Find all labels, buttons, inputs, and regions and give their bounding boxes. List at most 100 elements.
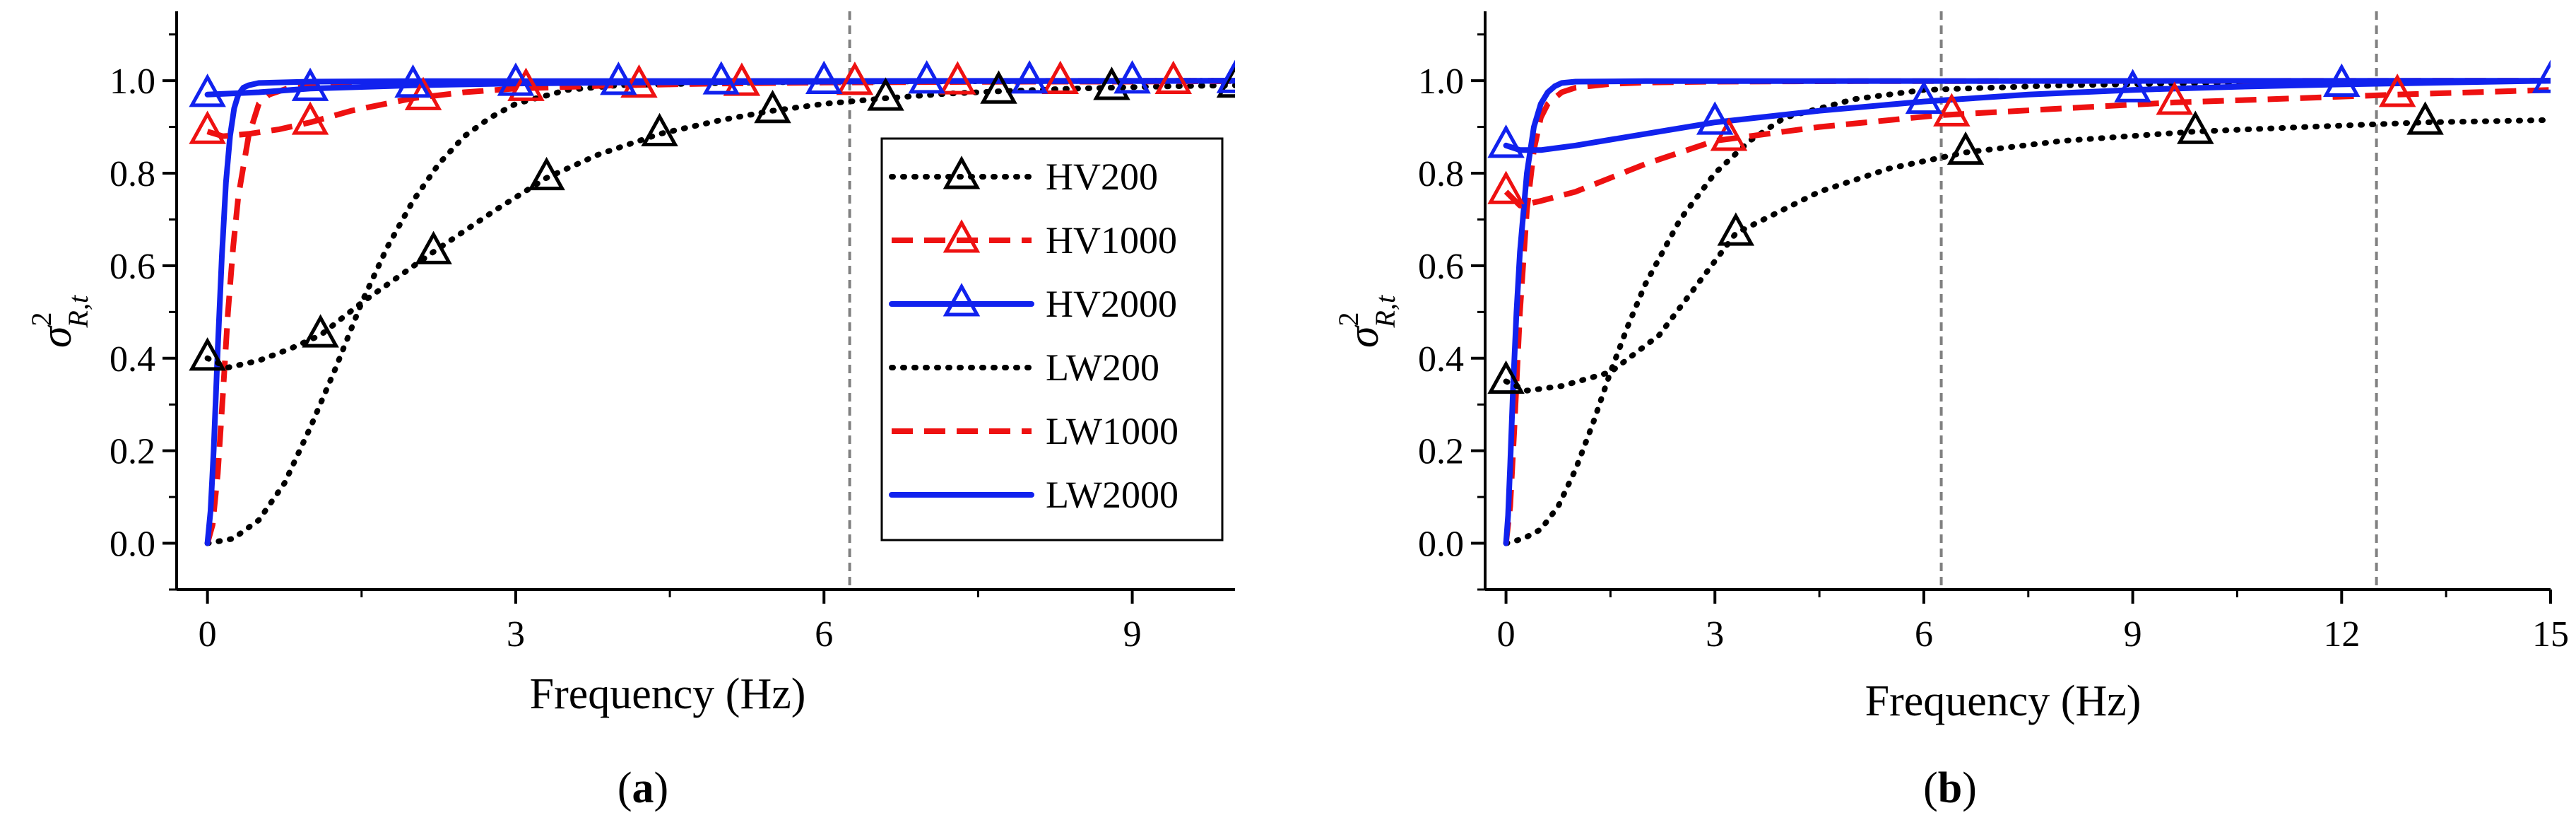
x-tick-label-b-0: 0 (1497, 614, 1516, 655)
y-tick-label-b-4: 0.8 (1418, 154, 1464, 194)
series-line-a-lw200 (204, 78, 1235, 546)
series-line-a-lw2000 (204, 78, 1235, 546)
axes-a: 0 3 6 9 0.0 0.2 0.4 0.6 0.8 1.0 (110, 11, 1235, 655)
y-tick-label-b-0: 0.0 (1418, 525, 1464, 565)
marker-a-hv2000-8 (908, 60, 945, 94)
series-line-b-lw200 (1503, 78, 2551, 546)
plot-area-b (1487, 11, 2551, 590)
panel-a: 0 3 6 9 0.0 0.2 0.4 0.6 0.8 1.0 Frequency (Hz) σ2… (25, 11, 1235, 812)
marker-a-hv200-5 (641, 112, 678, 146)
series-line-b-hv2000 (1503, 78, 2551, 153)
marker-a-hv1000-10 (1154, 60, 1192, 95)
panel-label-b: (b) (1923, 764, 1977, 812)
y-tick-label-b-3: 0.6 (1418, 247, 1464, 287)
y-tick-label-a-0: 0.0 (110, 525, 155, 565)
x-tick-label-b-2: 6 (1915, 614, 1933, 655)
marker-a-hv200-7 (867, 77, 904, 111)
x-tick-label-b-5: 15 (2532, 614, 2569, 655)
marker-b-hv1000-2 (1710, 117, 1748, 151)
marker-b-hv2000-2 (1696, 101, 1734, 135)
x-tick-label-a-1: 3 (507, 614, 525, 655)
marker-a-hv200-4 (528, 156, 565, 191)
marker-a-hv2000-9 (1010, 60, 1048, 94)
legend-label-hv200: HV200 (1046, 156, 1158, 198)
marker-a-hv2000-5 (600, 61, 637, 95)
marker-b-hv2000-5 (2323, 63, 2361, 97)
plot-area-a (189, 11, 1235, 590)
panel-label-a: (a) (618, 764, 668, 812)
legend-label-hv2000: HV2000 (1046, 283, 1177, 325)
marker-b-hv200-1 (1487, 360, 1525, 394)
marker-a-hv1000-8 (939, 61, 976, 95)
y-axis-title-b: σ2 R,t (1333, 295, 1401, 348)
marker-a-hv2000-1 (189, 74, 226, 107)
marker-a-hv1000-5 (620, 64, 658, 98)
marker-a-hv2000-2 (291, 67, 329, 101)
marker-b-hv2000-3 (1905, 80, 1943, 115)
marker-b-hv1000-4 (2156, 81, 2194, 115)
marker-a-hv200-3 (415, 230, 452, 264)
legend-label-hv1000: HV1000 (1046, 219, 1177, 262)
marker-a-hv2000-4 (497, 62, 535, 96)
legend-label-lw1000: LW1000 (1046, 410, 1178, 452)
marker-a-hv1000-1 (189, 110, 226, 144)
series-line-b-lw1000 (1503, 78, 2551, 544)
legend-marker-hv2000 (943, 283, 981, 317)
legend-marker-hv200 (943, 156, 981, 189)
marker-a-hv200-8 (980, 70, 1017, 104)
marker-b-hv1000-3 (1933, 93, 1971, 127)
marker-a-hv200-6 (754, 89, 791, 124)
x-tick-label-b-1: 3 (1706, 614, 1724, 655)
marker-b-hv2000-1 (1487, 124, 1525, 158)
x-tick-label-a-3: 9 (1123, 614, 1142, 655)
marker-b-hv200-2 (1717, 212, 1755, 246)
legend-box (880, 137, 1224, 541)
y-tick-label-a-1: 0.2 (110, 432, 155, 472)
legend-marker-hv1000 (943, 219, 981, 253)
marker-a-hv1000-4 (507, 67, 545, 101)
series-line-b-lw2000 (1503, 78, 2551, 546)
marker-a-hv2000-3 (394, 64, 432, 98)
marker-a-hv1000-9 (1041, 60, 1080, 95)
legend: HV200 HV1000 HV2000 LW200 LW1000 LW2000 (880, 137, 1224, 541)
marker-b-hv2000-4 (2114, 69, 2151, 102)
x-tick-label-b-4: 12 (2323, 614, 2360, 655)
marker-a-hv2000-11 (1216, 59, 1235, 93)
y-tick-label-b-5: 1.0 (1418, 61, 1464, 102)
axes-b: 0 3 6 9 12 15 0.0 0.2 0.4 0.6 0.8 1.0 (1418, 11, 2569, 655)
y-tick-label-a-3: 0.6 (110, 247, 155, 287)
x-tick-label-b-3: 9 (2124, 614, 2142, 655)
y-tick-label-a-4: 0.8 (110, 154, 155, 194)
series-line-b-hv200 (1503, 117, 2551, 394)
y-tick-label-a-5: 1.0 (110, 61, 155, 102)
marker-b-hv1000-5 (2378, 74, 2416, 107)
marker-a-hv1000-7 (836, 61, 874, 95)
y-tick-label-b-2: 0.4 (1418, 339, 1464, 380)
marker-a-hv1000-6 (723, 62, 761, 96)
marker-b-hv2000-6 (2531, 59, 2551, 93)
panel-b: 0 3 6 9 12 15 0.0 0.2 0.4 0.6 0.8 1.0 Frequency (Hz… (1333, 11, 2569, 812)
y-tick-label-b-1: 0.2 (1418, 432, 1464, 472)
x-tick-label-a-0: 0 (199, 614, 217, 655)
marker-b-hv200-5 (2406, 101, 2444, 135)
marker-a-hv2000-7 (805, 60, 843, 95)
marker-b-hv1000-1 (1487, 170, 1525, 204)
series-line-b-hv1000 (1503, 87, 2551, 209)
y-axis-title-a: σ2 R,t (25, 295, 94, 348)
series-line-a-hv200 (204, 82, 1235, 370)
marker-b-hv200-3 (1946, 131, 1985, 165)
marker-a-hv2000-10 (1113, 60, 1151, 94)
x-axis-title-a: Frequency (Hz) (530, 670, 806, 718)
legend-label-lw2000: LW2000 (1046, 474, 1178, 516)
marker-a-hv1000-2 (291, 101, 329, 135)
legend-label-lw200: LW200 (1046, 346, 1159, 389)
marker-a-hv200-1 (189, 337, 226, 371)
y-tick-label-a-2: 0.4 (110, 339, 155, 380)
x-axis-title-b: Frequency (Hz) (1865, 677, 2141, 725)
x-tick-label-a-2: 6 (815, 614, 833, 655)
marker-a-hv200-10 (1216, 64, 1235, 98)
marker-b-hv200-4 (2177, 110, 2214, 144)
marker-a-hv200-2 (302, 314, 339, 348)
marker-a-hv2000-6 (702, 61, 740, 95)
